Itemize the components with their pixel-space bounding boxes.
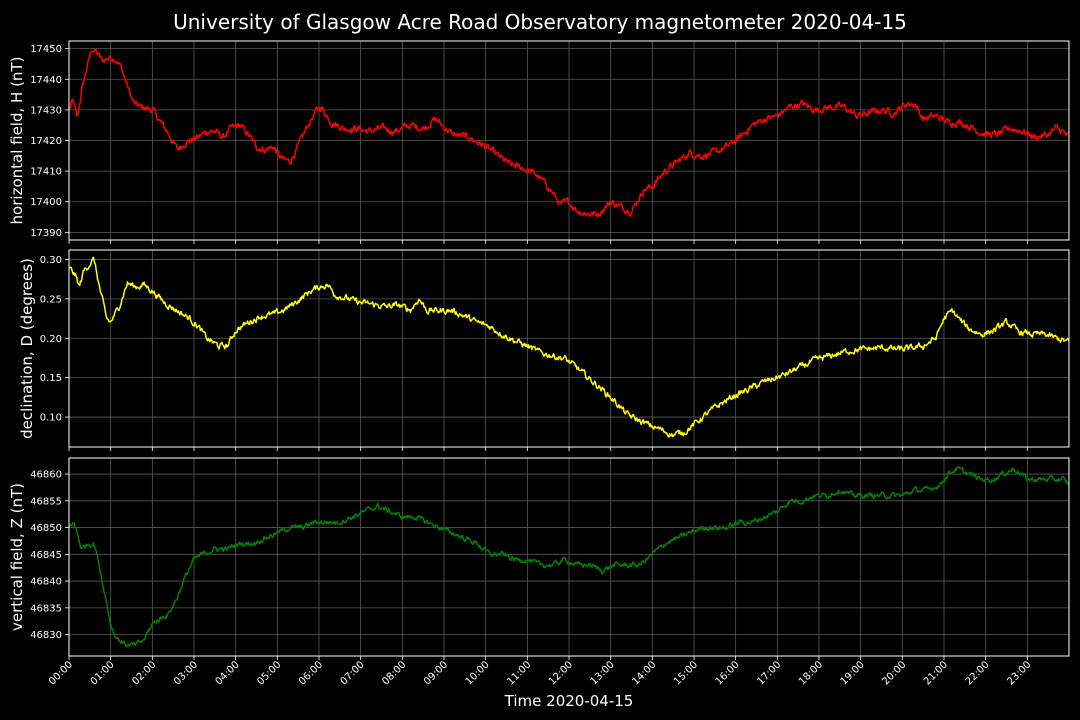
y-tick-label: 17420 (30, 136, 62, 147)
y-tick-label: 0.15 (40, 373, 62, 384)
y-tick-label: 17450 (30, 44, 62, 55)
y-tick-label: 17400 (30, 197, 62, 208)
y-tick-label: 0.10 (40, 413, 62, 424)
panel-frame (68, 40, 1070, 241)
y-tick-label: 17390 (30, 228, 62, 239)
y-tick-label: 17430 (30, 105, 62, 116)
y-tick-label: 46855 (30, 496, 62, 507)
y-tick-label: 17440 (30, 75, 62, 86)
y-tick-label: 46860 (30, 470, 62, 481)
y-tick-label: 46840 (30, 577, 62, 588)
y-axis-label: declination, D (degrees) (18, 258, 36, 439)
y-tick-label: 0.20 (40, 334, 62, 345)
series-line (68, 47, 1070, 218)
y-tick-label: 17410 (30, 167, 62, 178)
y-tick-label: 46845 (30, 550, 62, 561)
series-line (68, 256, 1070, 438)
x-axis-label: Time 2020-04-15 (504, 692, 634, 710)
series-line (68, 465, 1070, 648)
panel-frame (68, 249, 1070, 448)
y-tick-label: 46830 (30, 630, 62, 641)
panel-frame (68, 457, 1070, 657)
y-tick-label: 0.25 (40, 294, 62, 305)
y-tick-label: 46850 (30, 523, 62, 534)
y-axis-label: vertical field, Z (nT) (8, 483, 26, 631)
y-axis-label: horizontal field, H (nT) (8, 57, 26, 225)
panel-2: 0.10 0.15 0.20 0.25 0.30 declination, D (degr… (18, 249, 1070, 451)
chart-title: University of Glasgow Acre Road Observat… (173, 10, 907, 34)
y-tick-label: 0.30 (40, 255, 62, 266)
y-tick-label: 46835 (30, 603, 62, 614)
panel-1: 17390 17400 17410 17420 17430 17440 17450 horiz… (8, 40, 1070, 244)
